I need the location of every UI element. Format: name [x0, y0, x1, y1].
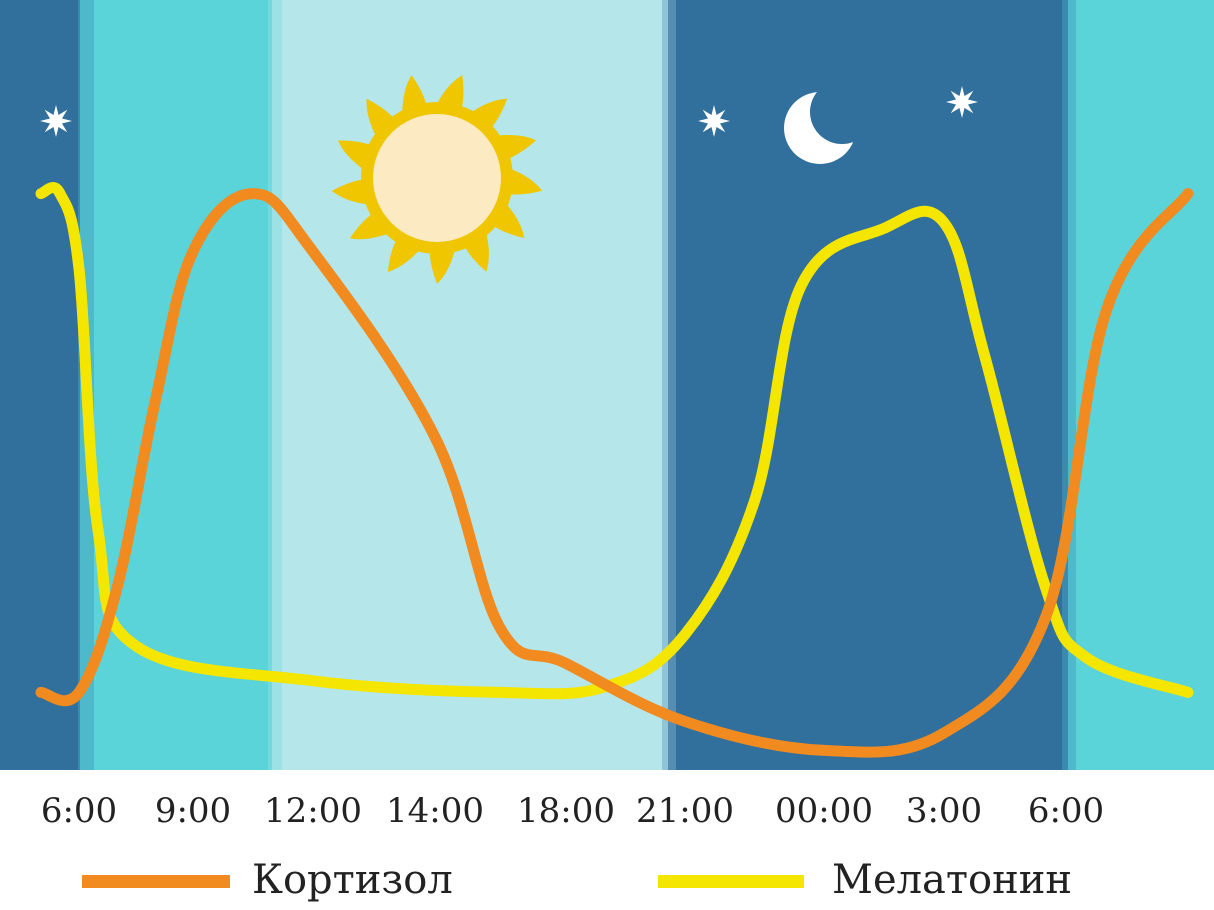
- star-icon: [40, 105, 72, 137]
- sun-icon: [331, 75, 543, 284]
- legend: Кортизол Мелатонин: [82, 857, 1072, 903]
- x-tick-label: 00:00: [775, 791, 873, 831]
- band-edges: [78, 0, 1076, 770]
- band-night: [668, 0, 1072, 770]
- legend-item-cortisol: Кортизол: [82, 857, 453, 903]
- x-tick-label: 9:00: [155, 791, 231, 831]
- legend-swatch-cortisol: [82, 875, 230, 888]
- x-tick-label: 3:00: [906, 791, 982, 831]
- x-tick-label: 6:00: [1028, 791, 1104, 831]
- x-tick-label: 18:00: [517, 791, 615, 831]
- star-icon: [946, 86, 978, 118]
- legend-item-melatonin: Мелатонин: [658, 857, 1072, 903]
- band-night-early: [0, 0, 92, 770]
- band-morning: [80, 0, 285, 770]
- legend-swatch-melatonin: [658, 875, 804, 888]
- series-line-melatonin: [35, 182, 1194, 700]
- moon-icon: [784, 80, 874, 164]
- legend-label-cortisol: Кортизол: [252, 857, 453, 903]
- star-icon: [698, 105, 730, 137]
- legend-label-melatonin: Мелатонин: [832, 857, 1072, 903]
- series-line-cortisol: [35, 188, 1194, 758]
- x-tick-label: 6:00: [41, 791, 117, 831]
- x-axis-ticks: 6:00 9:00 12:00 14:00 18:00 21:00 00:00 3:00 6:0…: [41, 791, 1104, 831]
- x-tick-label: 12:00: [264, 791, 362, 831]
- x-tick-label: 21:00: [636, 791, 734, 831]
- x-tick-label: 14:00: [386, 791, 484, 831]
